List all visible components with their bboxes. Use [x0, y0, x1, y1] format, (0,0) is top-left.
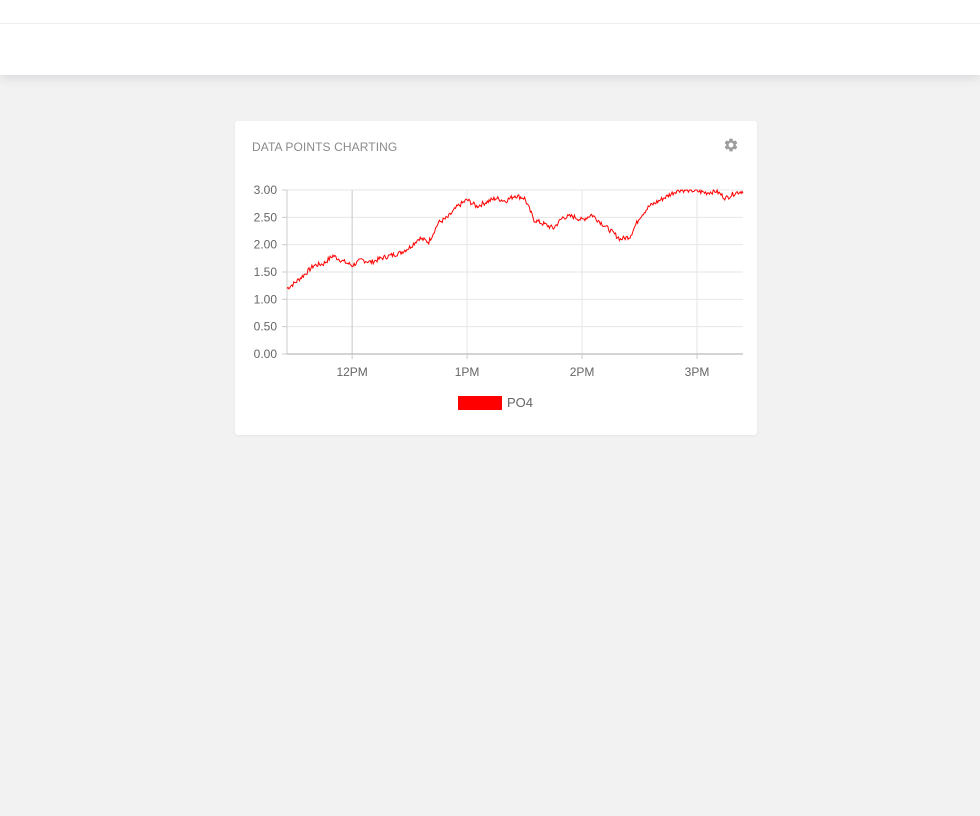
- chart-gridlines: [287, 189, 743, 354]
- gear-icon[interactable]: [723, 137, 739, 153]
- line-chart: 0.00 0.50 1.00 1.50 2.00 2.50 3.00 12PM 1PM 2PM 3…: [254, 183, 744, 410]
- legend-swatch: [458, 396, 502, 410]
- chart-legend: PO4: [458, 395, 533, 410]
- y-tick-label: 0.50: [254, 320, 278, 334]
- y-axis-ticks: 0.00 0.50 1.00 1.50 2.00 2.50 3.00: [254, 183, 287, 361]
- series-line-po4: [286, 188, 744, 290]
- y-tick-label: 3.00: [254, 183, 278, 197]
- chart-widget-card: DATA POINTS CHARTING 0.00 0.50 1.00 1.50 2.0…: [235, 121, 757, 435]
- x-tick-label: 12PM: [336, 365, 367, 379]
- y-tick-label: 1.00: [254, 292, 278, 306]
- y-tick-label: 2.00: [254, 238, 278, 252]
- x-tick-label: 2PM: [570, 365, 595, 379]
- x-tick-label: 1PM: [455, 365, 480, 379]
- x-axis-ticks: 12PM 1PM 2PM 3PM: [336, 354, 709, 379]
- legend-label: PO4: [507, 395, 533, 410]
- widget-title: DATA POINTS CHARTING: [252, 140, 398, 154]
- y-tick-label: 0.00: [254, 347, 278, 361]
- x-tick-label: 3PM: [685, 365, 710, 379]
- chart-series: [286, 188, 744, 290]
- y-tick-label: 2.50: [254, 210, 278, 224]
- y-tick-label: 1.50: [254, 265, 278, 279]
- top-bar-divider: [0, 23, 980, 24]
- top-app-bar: [0, 0, 980, 75]
